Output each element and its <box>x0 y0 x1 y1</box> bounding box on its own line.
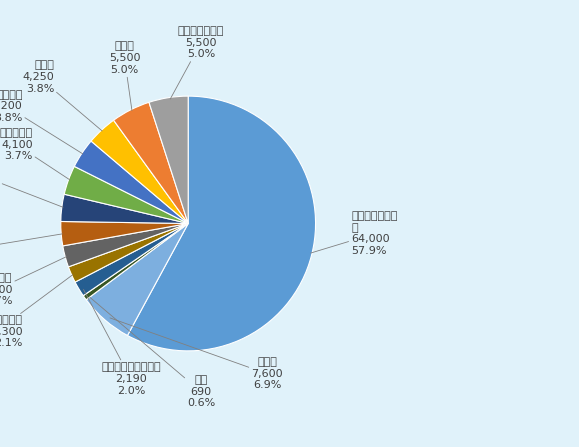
Text: 南アフリカ共和国
2,300
2.1%: 南アフリカ共和国 2,300 2.1% <box>0 275 73 348</box>
Text: ロシア
5,500
5.0%: ロシア 5,500 5.0% <box>109 41 140 110</box>
Wedge shape <box>63 224 188 267</box>
Text: オーストラリア
5,500
5.0%: オーストラリア 5,500 5.0% <box>170 26 224 99</box>
Wedge shape <box>74 141 188 224</box>
Wedge shape <box>61 194 188 224</box>
Text: 米国
690
0.6%: 米国 690 0.6% <box>90 297 215 408</box>
Text: ニューカレドニア
3,390
3.1%: ニューカレドニア 3,390 3.1% <box>0 232 63 266</box>
Text: キューバ
4,200
3.8%: キューバ 4,200 3.8% <box>0 90 83 154</box>
Wedge shape <box>61 221 188 246</box>
Wedge shape <box>86 224 188 336</box>
Wedge shape <box>127 96 316 351</box>
Wedge shape <box>68 224 188 282</box>
Wedge shape <box>91 120 188 224</box>
Text: パプアニューギニア
2,190
2.0%: パプアニューギニア 2,190 2.0% <box>83 290 160 396</box>
Wedge shape <box>113 102 188 224</box>
Text: カナダ
4,250
3.8%: カナダ 4,250 3.8% <box>23 60 102 131</box>
Text: その他
7,600
6.9%: その他 7,600 6.9% <box>110 318 283 390</box>
Wedge shape <box>149 96 188 224</box>
Wedge shape <box>64 166 188 224</box>
Text: フィリピン
4,100
3.7%: フィリピン 4,100 3.7% <box>0 128 69 180</box>
Wedge shape <box>83 224 188 300</box>
Text: コンゴ民主共和
国
64,000
57.9%: コンゴ民主共和 国 64,000 57.9% <box>310 211 398 256</box>
Text: ザンビア
3,000
2.7%: ザンビア 3,000 2.7% <box>0 257 67 306</box>
Text: マダガスカル
3,800
3.4%: マダガスカル 3,800 3.4% <box>0 159 63 207</box>
Wedge shape <box>75 224 188 296</box>
